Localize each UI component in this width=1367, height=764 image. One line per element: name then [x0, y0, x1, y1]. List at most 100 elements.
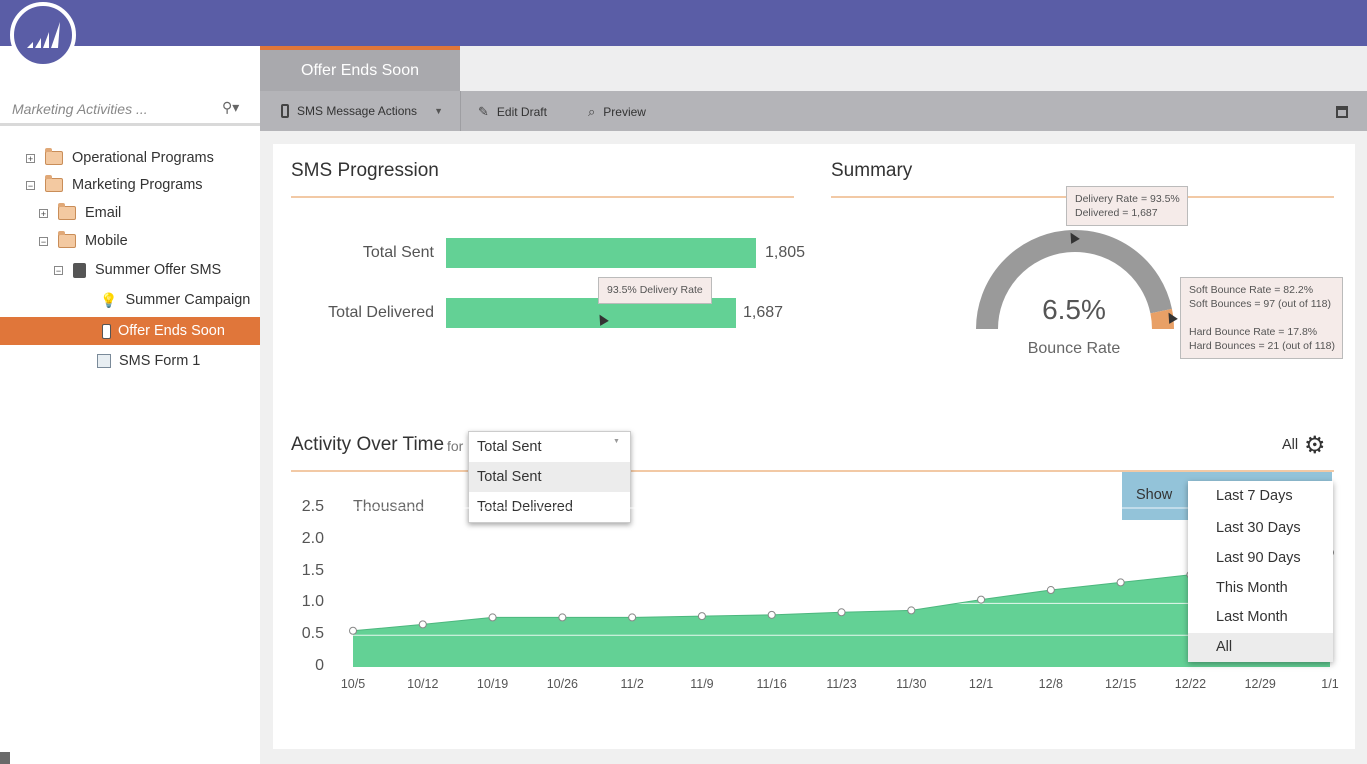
tree-item-operational-programs[interactable]: + Operational Programs: [26, 144, 214, 172]
tree-item-mobile[interactable]: − Mobile: [39, 227, 128, 255]
period-option-last-7-days[interactable]: Last 7 Days: [1216, 488, 1293, 504]
total-sent-label: Total Sent: [362, 244, 434, 261]
data-point[interactable]: [907, 606, 916, 615]
lightbulb-icon: 💡: [100, 291, 118, 308]
x-tick-label: 12/1: [968, 677, 994, 691]
total-sent-bar[interactable]: [446, 238, 756, 268]
data-point[interactable]: [977, 595, 986, 604]
gauge-bounce-arc: [1150, 308, 1174, 330]
y-tick-label: 1.5: [301, 561, 324, 579]
period-option-last-month[interactable]: Last Month: [1216, 609, 1288, 625]
x-tick-label: 11/30: [896, 677, 927, 691]
period-option-this-month[interactable]: This Month: [1216, 580, 1288, 596]
tree-item-label: Operational Programs: [72, 150, 214, 166]
tab-offer-ends-soon[interactable]: Offer Ends Soon: [260, 46, 460, 91]
sms-message-icon: [102, 323, 111, 339]
tree-item-label: Summer Campaign: [125, 292, 251, 308]
x-tick-label: 11/16: [756, 677, 787, 691]
sms-program-icon: [73, 262, 86, 278]
sms-progression-title: SMS Progression: [291, 160, 439, 181]
tree-item-label: Mobile: [85, 233, 128, 249]
bounce-rate-label: Bounce Rate: [1027, 340, 1121, 357]
dropdown-selected-value[interactable]: Total Sent: [477, 439, 542, 455]
x-tick-label: 11/23: [826, 677, 857, 691]
y-tick-label: 1.0: [301, 593, 324, 611]
total-delivered-label: Total Delivered: [328, 304, 434, 321]
filter-icon[interactable]: ⚲▾: [222, 99, 240, 115]
tree-item-summer-campaign[interactable]: 💡 Summer Campaign: [100, 286, 250, 314]
x-tick-label: 12/15: [1105, 677, 1137, 691]
x-tick-label: 12/8: [1038, 677, 1064, 691]
left-panel: [0, 46, 260, 764]
dropdown-option-total-sent[interactable]: Total Sent: [469, 462, 630, 492]
tooltip-line: Delivery Rate = 93.5%: [1075, 193, 1180, 205]
data-point[interactable]: [628, 613, 637, 622]
x-tick-label: 10/19: [476, 677, 509, 691]
data-point[interactable]: [767, 610, 776, 619]
preview-button[interactable]: ⌕ Preview: [588, 104, 646, 120]
sidebar-corner-handle[interactable]: [0, 752, 10, 764]
summary-title: Summary: [831, 160, 913, 181]
period-option-last-30-days[interactable]: Last 30 Days: [1216, 520, 1301, 536]
tree-item-label: Email: [85, 205, 122, 221]
for-label: for: [447, 438, 464, 454]
search-box[interactable]: [0, 46, 260, 126]
dropdown-option-total-delivered[interactable]: Total Delivered: [477, 499, 573, 515]
chevron-down-icon[interactable]: ▼: [613, 438, 620, 445]
collapse-icon[interactable]: −: [39, 236, 48, 247]
x-tick-label: 12/22: [1174, 677, 1207, 691]
chevron-down-icon: ▼: [434, 106, 443, 116]
tree-item-summer-offer-sms[interactable]: − Summer Offer SMS: [54, 256, 221, 284]
gear-icon[interactable]: ⚙: [1304, 432, 1326, 459]
bounce-tooltip: Soft Bounce Rate = 82.2% Soft Bounces = …: [1180, 277, 1343, 359]
data-point[interactable]: [1046, 586, 1055, 595]
data-point[interactable]: [418, 620, 427, 629]
period-option-last-90-days[interactable]: Last 90 Days: [1216, 550, 1301, 566]
bounce-rate-gauge[interactable]: [970, 222, 1180, 334]
tree-item-label: Summer Offer SMS: [95, 262, 222, 278]
sms-actions-label: SMS Message Actions: [297, 104, 418, 118]
expand-icon[interactable]: +: [39, 208, 48, 219]
period-menu[interactable]: Last 7 Days Last 30 Days Last 90 Days Th…: [1188, 481, 1333, 662]
section-divider: [291, 470, 1334, 472]
chart-unit-label: Thousand: [353, 498, 425, 515]
collapse-icon[interactable]: −: [26, 180, 35, 191]
search-input[interactable]: Marketing Activities ...: [12, 101, 148, 117]
calendar-icon[interactable]: [1336, 106, 1348, 118]
edit-draft-label: Edit Draft: [496, 105, 547, 119]
x-tick-label: 11/9: [690, 677, 714, 691]
activity-area: [353, 552, 1330, 667]
folder-icon: [58, 231, 76, 248]
preview-icon: ⌕: [588, 104, 596, 119]
data-point[interactable]: [697, 612, 706, 621]
folder-icon: [45, 148, 63, 165]
x-tick-label: 11/2: [620, 677, 644, 691]
sms-message-actions-button[interactable]: SMS Message Actions ▼: [281, 104, 443, 118]
edit-draft-button[interactable]: ✎ Edit Draft: [478, 104, 547, 120]
tree-item-sms-form-1[interactable]: SMS Form 1: [97, 347, 200, 375]
tree-item-label: Offer Ends Soon: [118, 323, 225, 339]
expand-icon[interactable]: +: [26, 153, 35, 164]
collapse-icon[interactable]: −: [54, 265, 63, 276]
period-option-highlight: [1188, 633, 1333, 662]
data-point[interactable]: [1116, 578, 1125, 587]
period-option-all[interactable]: All: [1216, 639, 1233, 655]
tooltip-line: Delivered = 1,687: [1075, 207, 1158, 219]
gauge-delivered-arc: [976, 230, 1172, 330]
x-tick-label: 10/5: [340, 677, 366, 691]
x-tick-label: 12/29: [1244, 677, 1276, 691]
show-label: Show: [1136, 487, 1173, 503]
period-value[interactable]: All: [1282, 437, 1299, 453]
tree-item-marketing-programs[interactable]: − Marketing Programs: [26, 171, 203, 199]
delivery-rate-summary-tooltip: Delivery Rate = 93.5% Delivered = 1,687: [1066, 186, 1188, 226]
y-tick-label: 2.5: [301, 498, 324, 515]
data-point[interactable]: [558, 613, 567, 622]
data-point[interactable]: [488, 613, 497, 622]
tree-item-email[interactable]: + Email: [39, 199, 121, 227]
tree-item-offer-ends-soon[interactable]: Offer Ends Soon: [102, 317, 225, 345]
data-point[interactable]: [349, 626, 357, 635]
data-point[interactable]: [837, 608, 846, 617]
tooltip-line: Hard Bounce Rate = 17.8%: [1189, 326, 1318, 338]
activity-over-time-title: Activity Over Time: [291, 434, 445, 455]
marketo-logo[interactable]: [10, 2, 76, 68]
